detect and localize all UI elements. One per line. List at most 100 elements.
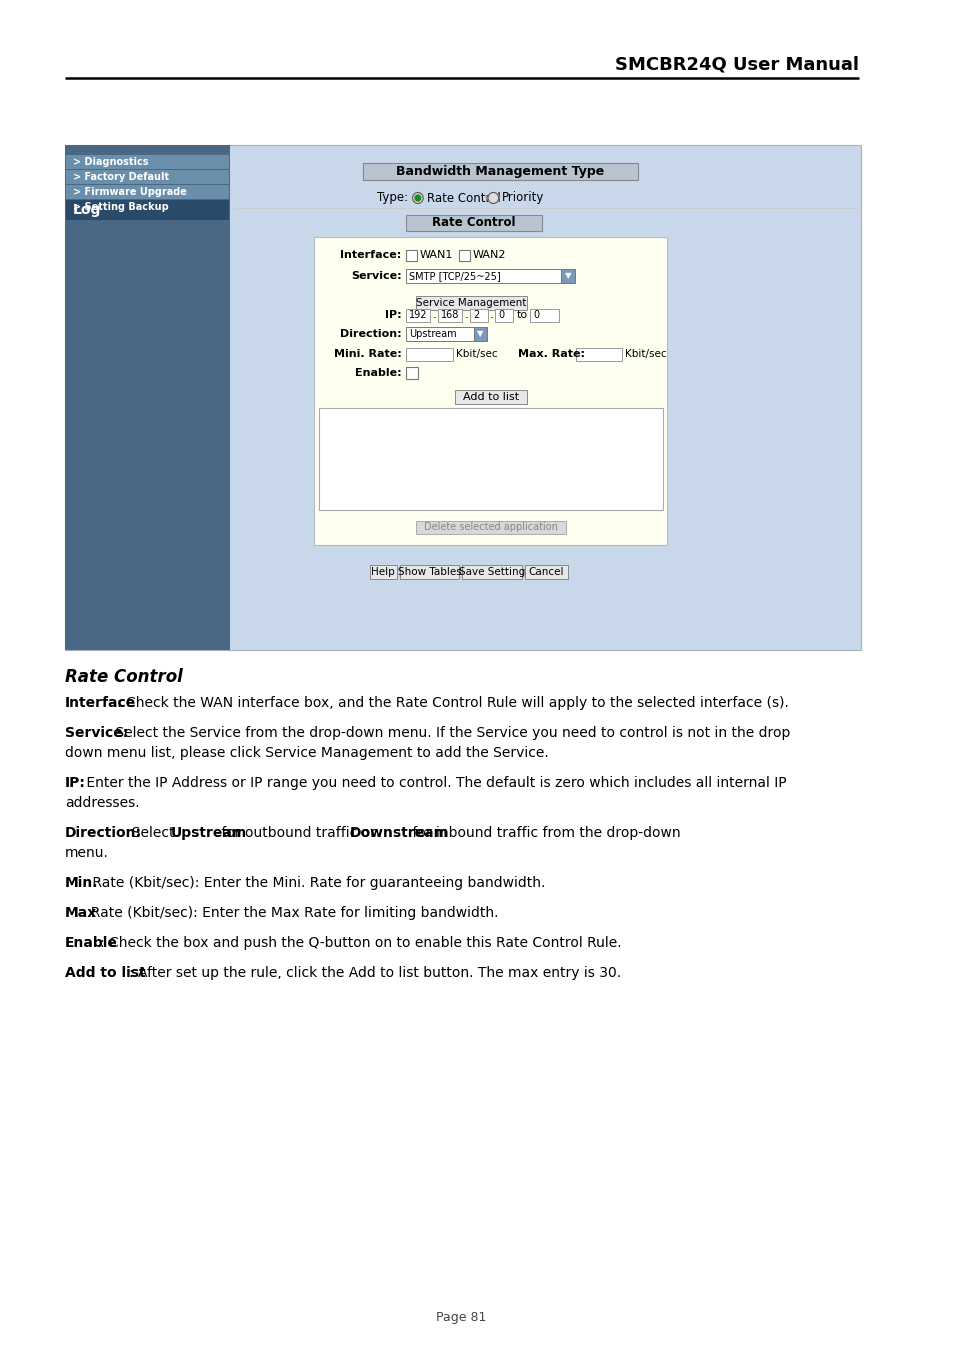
Text: WAN2: WAN2 [473, 250, 506, 259]
Text: Select the Service from the drop-down menu. If the Service you need to control i: Select the Service from the drop-down me… [112, 725, 790, 740]
Text: Enter the IP Address or IP range you need to control. The default is zero which : Enter the IP Address or IP range you nee… [82, 775, 786, 790]
Text: Page 81: Page 81 [436, 1312, 486, 1324]
FancyBboxPatch shape [406, 327, 474, 340]
Text: Downstream: Downstream [350, 825, 449, 840]
Text: for outbound traffic or: for outbound traffic or [217, 825, 380, 840]
Text: 192: 192 [409, 311, 427, 320]
FancyBboxPatch shape [65, 145, 860, 650]
FancyBboxPatch shape [66, 200, 229, 213]
FancyBboxPatch shape [416, 521, 565, 534]
FancyBboxPatch shape [362, 163, 638, 180]
Text: for inbound traffic from the drop-down: for inbound traffic from the drop-down [408, 825, 680, 840]
Text: Priority: Priority [501, 192, 544, 204]
Text: Service:: Service: [65, 725, 128, 740]
Text: Help: Help [371, 567, 395, 577]
FancyBboxPatch shape [369, 565, 396, 580]
FancyBboxPatch shape [560, 269, 574, 282]
Text: Interface:: Interface: [340, 250, 401, 259]
Text: .: . [489, 308, 493, 322]
Text: 0: 0 [533, 311, 538, 320]
Text: menu.: menu. [65, 846, 109, 861]
FancyBboxPatch shape [319, 408, 662, 509]
Text: Min.: Min. [65, 875, 98, 890]
Text: Select: Select [123, 825, 178, 840]
Text: Type:: Type: [376, 192, 408, 204]
Text: IP:: IP: [65, 775, 86, 790]
Text: ▼: ▼ [476, 330, 483, 339]
Text: Add to list: Add to list [462, 392, 518, 403]
Text: Log: Log [72, 203, 101, 218]
Text: : Check the WAN interface box, and the Rate Control Rule will apply to the selec: : Check the WAN interface box, and the R… [117, 696, 788, 711]
Text: > Firmware Upgrade: > Firmware Upgrade [72, 186, 186, 197]
Text: Save Setting: Save Setting [458, 567, 525, 577]
Text: .: . [432, 308, 436, 322]
Text: : Check the box and push the Q-button on to enable this Rate Control Rule.: : Check the box and push the Q-button on… [99, 936, 620, 950]
FancyBboxPatch shape [530, 309, 558, 322]
FancyBboxPatch shape [399, 565, 459, 580]
FancyBboxPatch shape [437, 309, 462, 322]
Text: SMTP [TCP/25~25]: SMTP [TCP/25~25] [409, 272, 500, 281]
Text: Bandwidth Management Type: Bandwidth Management Type [396, 165, 604, 178]
Text: Show Tables: Show Tables [397, 567, 461, 577]
Text: Direction:: Direction: [65, 825, 142, 840]
Text: Rate Control: Rate Control [432, 216, 516, 230]
Text: .: . [464, 308, 468, 322]
FancyBboxPatch shape [406, 215, 541, 231]
Circle shape [412, 192, 423, 204]
Text: to: to [516, 309, 527, 320]
FancyBboxPatch shape [462, 565, 522, 580]
FancyBboxPatch shape [459, 250, 470, 261]
Text: IP:: IP: [384, 309, 401, 320]
Text: Enable:: Enable: [355, 367, 401, 378]
FancyBboxPatch shape [66, 170, 229, 184]
Text: Add to list: Add to list [65, 966, 145, 979]
Text: Service Management: Service Management [416, 299, 526, 308]
Text: Kbit/sec: Kbit/sec [624, 349, 666, 359]
FancyBboxPatch shape [406, 367, 417, 380]
FancyBboxPatch shape [525, 565, 567, 580]
Text: Kbit/sec: Kbit/sec [456, 349, 497, 359]
Text: Cancel: Cancel [528, 567, 564, 577]
Text: Delete selected application: Delete selected application [423, 521, 558, 532]
Text: Max: Max [65, 907, 97, 920]
Text: addresses.: addresses. [65, 796, 139, 811]
FancyBboxPatch shape [314, 236, 667, 544]
Text: . Rate (Kbit/sec): Enter the Max Rate for limiting bandwidth.: . Rate (Kbit/sec): Enter the Max Rate fo… [82, 907, 498, 920]
Text: SMCBR24Q User Manual: SMCBR24Q User Manual [615, 55, 858, 74]
FancyBboxPatch shape [406, 269, 560, 282]
FancyBboxPatch shape [406, 349, 453, 361]
Text: : After set up the rule, click the Add to list button. The max entry is 30.: : After set up the rule, click the Add t… [129, 966, 620, 979]
Text: Rate (Kbit/sec): Enter the Mini. Rate for guaranteeing bandwidth.: Rate (Kbit/sec): Enter the Mini. Rate fo… [88, 875, 545, 890]
FancyBboxPatch shape [66, 155, 229, 169]
Text: Mini. Rate:: Mini. Rate: [334, 349, 401, 359]
Text: > Setting Backup: > Setting Backup [72, 203, 168, 212]
Circle shape [488, 192, 498, 204]
FancyBboxPatch shape [575, 349, 621, 361]
FancyBboxPatch shape [455, 390, 527, 404]
Text: Rate Control: Rate Control [65, 667, 182, 686]
Text: down menu list, please click Service Management to add the Service.: down menu list, please click Service Man… [65, 746, 548, 761]
Text: Upstream: Upstream [171, 825, 247, 840]
Text: Direction:: Direction: [339, 330, 401, 339]
FancyBboxPatch shape [495, 309, 512, 322]
Text: Max. Rate:: Max. Rate: [517, 349, 584, 359]
Text: WAN1: WAN1 [419, 250, 453, 259]
FancyBboxPatch shape [406, 250, 416, 261]
Text: Upstream: Upstream [409, 330, 456, 339]
FancyBboxPatch shape [416, 296, 527, 309]
Text: Enable: Enable [65, 936, 117, 950]
Text: > Diagnostics: > Diagnostics [72, 157, 148, 168]
FancyBboxPatch shape [406, 309, 430, 322]
Text: Service:: Service: [351, 272, 401, 281]
Text: > Factory Default: > Factory Default [72, 172, 169, 182]
Text: 168: 168 [440, 311, 459, 320]
Text: 2: 2 [473, 311, 478, 320]
FancyBboxPatch shape [66, 200, 229, 220]
Text: 0: 0 [497, 311, 504, 320]
Text: ▼: ▼ [564, 272, 571, 281]
FancyBboxPatch shape [66, 185, 229, 199]
Text: Interface: Interface [65, 696, 136, 711]
Circle shape [415, 195, 420, 201]
Text: Rate Control: Rate Control [426, 192, 499, 204]
FancyBboxPatch shape [474, 327, 486, 340]
